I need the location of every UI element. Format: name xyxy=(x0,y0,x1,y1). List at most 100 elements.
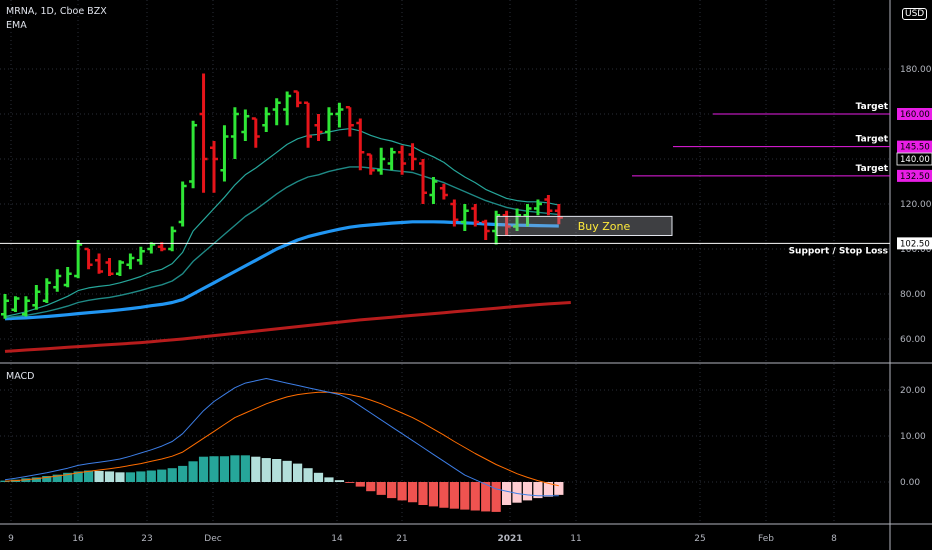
ohlc-bar xyxy=(513,208,522,231)
ohlc-bar xyxy=(387,147,396,171)
ohlc-bar xyxy=(11,296,20,312)
price-tick-label: 100.00 xyxy=(900,245,932,255)
macd-histogram-bar xyxy=(512,482,522,503)
target-price-tag-text: 160.00 xyxy=(900,110,930,120)
ohlc-bar xyxy=(523,204,532,227)
macd-histogram-bar xyxy=(533,482,543,499)
target-price-tag-text: 132.50 xyxy=(900,172,930,182)
ohlc-bar xyxy=(63,267,72,288)
ohlc-bar xyxy=(168,226,177,252)
ohlc-bar xyxy=(471,204,480,227)
macd-histogram-bar xyxy=(345,482,355,483)
macd-histogram-bar xyxy=(94,470,104,482)
indicator-label[interactable]: EMA xyxy=(6,20,27,31)
ohlc-bar xyxy=(335,102,344,128)
currency-badge[interactable]: USD xyxy=(902,8,928,20)
macd-histogram-bar xyxy=(418,482,428,505)
time-tick-label: 25 xyxy=(694,534,705,544)
ohlc-bar xyxy=(189,120,198,189)
buy-zone-box xyxy=(496,215,673,236)
ohlc-bar xyxy=(554,204,563,225)
macd-histogram-bar xyxy=(209,456,219,482)
ohlc-bar xyxy=(450,199,459,227)
macd-histogram-bar xyxy=(219,456,230,482)
macd-histogram-bar xyxy=(125,472,135,482)
ohlc-bar xyxy=(42,278,51,303)
time-tick-label: 21 xyxy=(396,534,407,544)
time-axis: 9 16 23 Dec 14 21 2021 11 25 Feb 8 xyxy=(8,534,837,544)
ohlc-bar xyxy=(241,109,250,141)
price-axis: 60.00 80.00 100.00 120.00 140.00 160.00 180.00… xyxy=(896,65,932,488)
macd-label[interactable]: MACD xyxy=(6,371,35,382)
target-price-tag xyxy=(897,169,932,182)
ohlc-bar xyxy=(408,143,417,171)
macd-histogram-bar xyxy=(136,471,146,482)
ohlc-bar xyxy=(251,117,260,148)
macd-histogram-bar xyxy=(198,456,209,482)
ema-mid-series xyxy=(4,166,559,319)
macd-histogram-bar xyxy=(146,470,156,482)
macd-histogram-bar xyxy=(84,470,94,482)
ohlc-bar xyxy=(533,199,542,216)
macd-signal-line xyxy=(4,391,559,487)
ohlc-bar xyxy=(293,90,302,108)
ohlc-bar xyxy=(544,195,553,216)
ohlc-bar xyxy=(105,258,114,276)
ohlc-bar xyxy=(53,269,62,292)
macd-histogram-bar xyxy=(178,465,188,482)
price-tick-label: 120.00 xyxy=(900,200,932,210)
ohlc-bar xyxy=(230,107,239,159)
time-tick-label: 14 xyxy=(331,534,343,544)
ohlc-bar xyxy=(283,91,292,126)
ohlc-bar xyxy=(356,118,365,171)
macd-histogram-bar xyxy=(502,482,512,505)
ohlc-bar xyxy=(492,210,501,245)
macd-histogram-bar xyxy=(104,471,115,482)
ohlc-bar xyxy=(398,145,407,175)
ohlc-bar xyxy=(74,240,83,279)
time-tick-label: 2021 xyxy=(497,534,522,544)
support-label: Support / Stop Loss xyxy=(789,246,888,256)
time-tick-label: Dec xyxy=(204,534,221,544)
macd-histogram-bar xyxy=(449,482,459,509)
ema-long-series xyxy=(4,301,571,353)
macd-histogram-bar xyxy=(366,482,376,492)
ohlc-bar xyxy=(262,107,271,132)
time-tick-label: 8 xyxy=(831,534,837,544)
ema-long-line xyxy=(4,301,571,353)
macd-histogram-bar xyxy=(470,482,480,511)
macd-histogram-bar xyxy=(355,482,365,487)
time-tick-label: 23 xyxy=(141,534,152,544)
ema-fast-series xyxy=(4,128,559,318)
ohlc-bar xyxy=(366,153,375,175)
macd-histogram-bar xyxy=(167,468,177,482)
ohlc-bar xyxy=(136,246,145,265)
ohlc-bar xyxy=(439,183,448,200)
ohlc-bar xyxy=(272,98,281,126)
ohlc-bar xyxy=(460,204,469,231)
macd-histogram-bar xyxy=(230,455,240,482)
ohlc-bar xyxy=(178,181,187,227)
macd-histogram-bar xyxy=(491,482,501,512)
macd-tick-label: 20.00 xyxy=(900,386,926,396)
ohlc-bar xyxy=(429,177,438,204)
macd-panel xyxy=(0,378,564,512)
macd-tick-label: 0.00 xyxy=(900,478,920,488)
ohlc-bar xyxy=(314,114,323,141)
macd-histogram-bar xyxy=(313,472,324,482)
macd-histogram-bar xyxy=(293,463,303,482)
target-label: Target xyxy=(856,135,889,145)
aux-price-tag xyxy=(896,152,932,166)
macd-histogram-bar xyxy=(240,455,250,482)
macd-histogram-bar xyxy=(554,482,564,495)
macd-histogram-bar xyxy=(428,482,439,507)
macd-histogram-bar xyxy=(261,458,271,482)
buy-zone-label: Buy Zone xyxy=(578,220,631,233)
ohlc-bar xyxy=(115,260,124,276)
ohlc-bar xyxy=(147,242,156,254)
macd-histogram-bar xyxy=(481,482,491,512)
ohlc-bar xyxy=(324,107,333,141)
ohlc-bar xyxy=(345,106,354,137)
price-bars xyxy=(1,73,563,319)
